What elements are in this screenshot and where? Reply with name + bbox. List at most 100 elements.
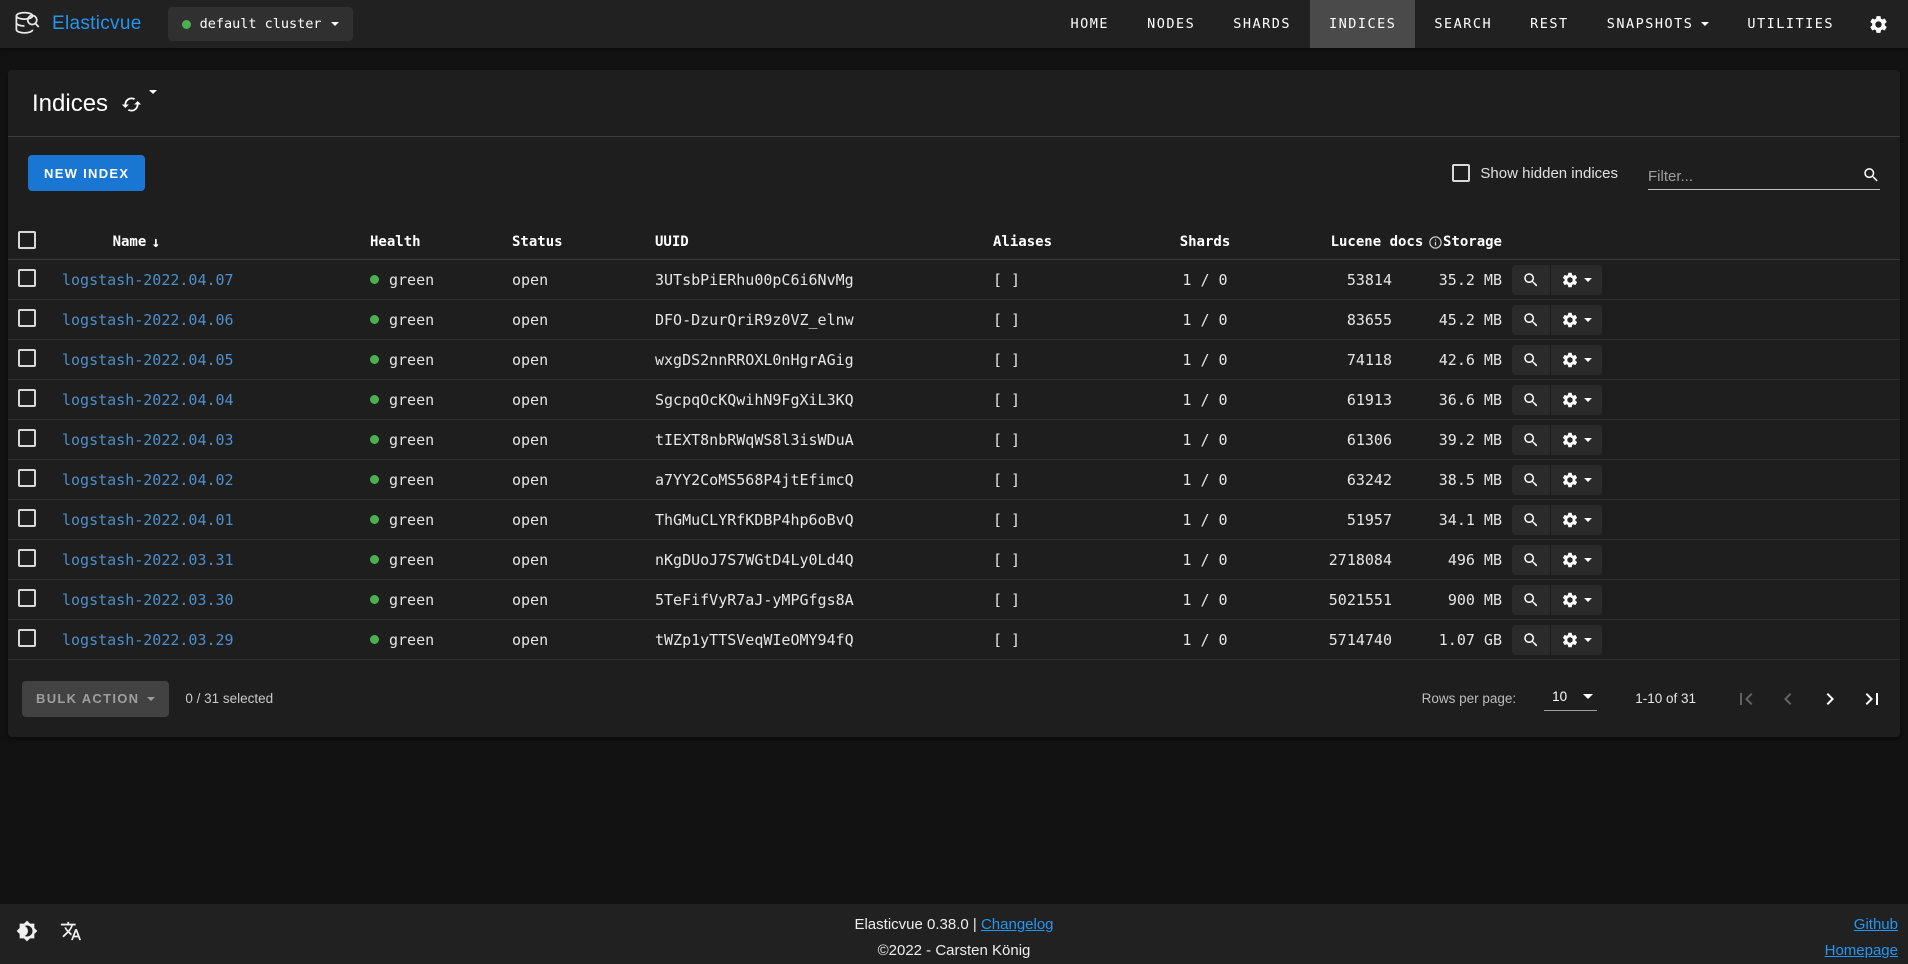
header-name[interactable]: Name ↓ — [112, 233, 161, 251]
row-checkbox[interactable] — [18, 388, 36, 407]
shards-value: 1 / 0 — [1182, 390, 1228, 409]
row-show-details-button[interactable] — [1512, 345, 1550, 375]
index-name-link[interactable]: logstash-2022.03.29 — [62, 630, 234, 649]
row-show-details-button[interactable] — [1512, 465, 1550, 495]
first-page-icon — [1740, 692, 1753, 705]
table-row[interactable]: logstash-2022.04.01 green open ThGMuCLYR… — [8, 500, 1900, 540]
header-uuid[interactable]: UUID — [655, 234, 689, 250]
cluster-selector[interactable]: default cluster — [167, 7, 353, 41]
uuid-value: tWZp1yTTSVeqWIeOMY94fQ — [655, 630, 854, 649]
index-name-link[interactable]: logstash-2022.03.30 — [62, 590, 234, 609]
show-hidden-checkbox[interactable] — [1452, 164, 1471, 182]
row-checkbox[interactable] — [18, 268, 36, 287]
row-show-details-button[interactable] — [1512, 545, 1550, 575]
index-name-link[interactable]: logstash-2022.04.04 — [62, 390, 234, 409]
nav-item-rest[interactable]: REST — [1530, 16, 1569, 32]
header-lucene-docs[interactable]: Lucene docs — [1280, 218, 1443, 266]
row-show-details-button[interactable] — [1512, 505, 1550, 535]
row-options-button[interactable] — [1550, 544, 1602, 575]
header-shards[interactable]: Shards — [1179, 234, 1231, 250]
row-show-details-button[interactable] — [1512, 625, 1550, 655]
index-name-link[interactable]: logstash-2022.04.05 — [62, 350, 234, 369]
nav-item-utilities[interactable]: UTILITIES — [1747, 16, 1834, 32]
language-toggle-button[interactable] — [60, 920, 82, 942]
row-checkbox[interactable] — [18, 508, 36, 527]
copyright: ©2022 - Carsten König — [877, 942, 1031, 959]
shards-value: 1 / 0 — [1182, 510, 1228, 529]
health-label: green — [389, 550, 435, 569]
homepage-link[interactable]: Homepage — [1824, 942, 1898, 959]
row-checkbox[interactable] — [18, 548, 36, 567]
nav-item-home[interactable]: HOME — [1070, 16, 1110, 32]
row-options-button[interactable] — [1550, 344, 1602, 375]
table-row[interactable]: logstash-2022.04.04 green open SgcpqOcKQ… — [8, 380, 1900, 420]
row-checkbox[interactable] — [18, 628, 36, 647]
index-name-link[interactable]: logstash-2022.04.03 — [62, 430, 234, 449]
settings-gear-button[interactable] — [1853, 0, 1904, 48]
reload-indices-button[interactable] — [121, 89, 158, 115]
row-checkbox[interactable] — [18, 588, 36, 607]
gear-icon — [1562, 592, 1578, 607]
header-health[interactable]: Health — [370, 234, 421, 250]
nav-item-indices[interactable]: INDICES — [1309, 0, 1416, 48]
health-dot — [370, 435, 379, 444]
filter-input[interactable] — [1648, 167, 1862, 185]
chevron-left-icon — [1784, 692, 1792, 705]
table-row[interactable]: logstash-2022.04.03 green open tIEXT8nbR… — [8, 420, 1900, 460]
table-row[interactable]: logstash-2022.04.07 green open 3UTsbPiER… — [8, 260, 1900, 300]
row-show-details-button[interactable] — [1512, 425, 1550, 455]
index-name-link[interactable]: logstash-2022.04.06 — [62, 310, 234, 329]
next-page-button[interactable] — [1816, 685, 1844, 713]
bulk-action-button[interactable]: BULK ACTION — [22, 680, 170, 717]
row-options-button[interactable] — [1550, 424, 1602, 455]
row-checkbox[interactable] — [18, 468, 36, 487]
nav-item-snapshots[interactable]: SNAPSHOTS — [1588, 0, 1729, 48]
first-page-button[interactable] — [1732, 685, 1760, 713]
table-row[interactable]: logstash-2022.04.06 green open DFO-DzurQ… — [8, 300, 1900, 340]
prev-page-button[interactable] — [1774, 685, 1802, 713]
search-icon — [1863, 167, 1878, 182]
row-checkbox[interactable] — [18, 348, 36, 367]
show-hidden-indices-toggle[interactable]: Show hidden indices — [1452, 164, 1618, 182]
pagination-controls — [1732, 685, 1886, 713]
table-row[interactable]: logstash-2022.04.05 green open wxgDS2nnR… — [8, 340, 1900, 380]
row-options-button[interactable] — [1550, 584, 1602, 615]
row-show-details-button[interactable] — [1512, 305, 1550, 335]
row-options-button[interactable] — [1550, 464, 1602, 495]
last-page-button[interactable] — [1858, 685, 1886, 713]
last-page-icon — [1865, 692, 1878, 705]
select-all-checkbox[interactable] — [18, 231, 36, 249]
table-header-row: Name ↓ Health Status UUID Aliases Shards … — [8, 217, 1900, 260]
search-icon — [1524, 632, 1538, 646]
nav-item-nodes[interactable]: NODES — [1147, 16, 1196, 32]
row-show-details-button[interactable] — [1512, 385, 1550, 415]
index-name-link[interactable]: logstash-2022.04.07 — [62, 270, 234, 289]
row-show-details-button[interactable] — [1512, 265, 1550, 295]
rows-per-page-select[interactable]: 10 — [1544, 687, 1598, 711]
table-row[interactable]: logstash-2022.03.29 green open tWZp1yTTS… — [8, 620, 1900, 660]
nav-item-shards[interactable]: SHARDS — [1233, 16, 1291, 32]
index-name-link[interactable]: logstash-2022.04.02 — [62, 470, 234, 489]
nav-item-search[interactable]: SEARCH — [1434, 16, 1493, 32]
new-index-button[interactable]: NEW INDEX — [28, 155, 146, 191]
index-name-link[interactable]: logstash-2022.03.31 — [62, 550, 234, 569]
row-checkbox[interactable] — [18, 428, 36, 447]
row-checkbox[interactable] — [18, 308, 36, 327]
changelog-link[interactable]: Changelog — [980, 916, 1054, 933]
row-options-button[interactable] — [1550, 264, 1602, 295]
table-row[interactable]: logstash-2022.03.30 green open 5TeFifVyR… — [8, 580, 1900, 620]
theme-toggle-button[interactable] — [16, 920, 38, 942]
row-options-button[interactable] — [1550, 624, 1602, 655]
index-name-link[interactable]: logstash-2022.04.01 — [62, 510, 234, 529]
storage-value: 38.5 MB — [1438, 470, 1502, 489]
row-options-button[interactable] — [1550, 384, 1602, 415]
row-show-details-button[interactable] — [1512, 585, 1550, 615]
row-options-button[interactable] — [1550, 304, 1602, 335]
table-row[interactable]: logstash-2022.04.02 green open a7YY2CoMS… — [8, 460, 1900, 500]
header-aliases[interactable]: Aliases — [993, 234, 1053, 250]
header-status[interactable]: Status — [512, 234, 563, 250]
table-row[interactable]: logstash-2022.03.31 green open nKgDUoJ7S… — [8, 540, 1900, 580]
header-storage[interactable]: Storage — [1442, 234, 1502, 250]
row-options-button[interactable] — [1550, 504, 1602, 535]
github-link[interactable]: Github — [1853, 916, 1898, 933]
